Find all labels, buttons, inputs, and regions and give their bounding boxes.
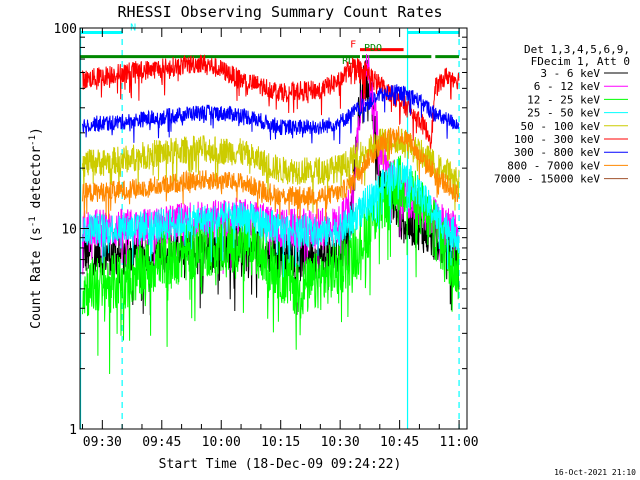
y-axis-label: Count Rate (s-1 detector-1): [28, 127, 44, 329]
legend-entry: 800 - 7000 keV: [507, 159, 600, 172]
x-tick-label: 10:45: [380, 435, 419, 450]
series-line: [82, 84, 460, 145]
legend-entry: 6 - 12 keV: [534, 80, 601, 93]
y-axis: 1 10 100: [54, 22, 467, 438]
legend-entry: 7000 - 15000 keV: [494, 173, 600, 186]
series-line: [82, 158, 460, 278]
series-line: [82, 126, 460, 221]
y-tick-label: 100: [54, 22, 77, 37]
legend-entry: 12 - 25 keV: [527, 93, 600, 106]
x-axis: 09:30 09:45 10:00 10:15 10:30 10:45 11:00: [82, 28, 479, 450]
legend-entry: 25 - 50 keV: [527, 107, 600, 120]
y-tick-label: 1: [69, 423, 77, 438]
x-tick-label: 09:45: [142, 435, 181, 450]
legend-entry: 3 - 6 keV: [540, 67, 600, 80]
chart-title: RHESSI Observing Summary Count Rates: [117, 3, 442, 21]
x-tick-label: 10:15: [261, 435, 300, 450]
series-group: [82, 54, 460, 375]
series-line: [82, 54, 460, 150]
x-tick-label: 10:00: [202, 435, 241, 450]
legend-entry: 100 - 300 keV: [514, 133, 600, 146]
flag-label-pdo: PDO: [364, 43, 382, 54]
y-tick-label: 10: [61, 223, 77, 238]
legend-header-line-1: Det 1,3,4,5,6,9,: [524, 43, 630, 56]
flag-label-f: F: [350, 39, 356, 50]
x-tick-label: 11:00: [440, 435, 479, 450]
legend-entry: 300 - 800 keV: [514, 146, 600, 159]
x-tick-label: 10:30: [321, 435, 360, 450]
timestamp: 16-Oct-2021 21:10: [554, 468, 636, 477]
x-axis-label: Start Time (18-Dec-09 09:24:22): [159, 457, 402, 472]
legend-header-line-2: FDecim 1, Att 0: [531, 55, 630, 68]
x-tick-label: 09:30: [83, 435, 122, 450]
legend-entry: 50 - 100 keV: [521, 120, 601, 133]
